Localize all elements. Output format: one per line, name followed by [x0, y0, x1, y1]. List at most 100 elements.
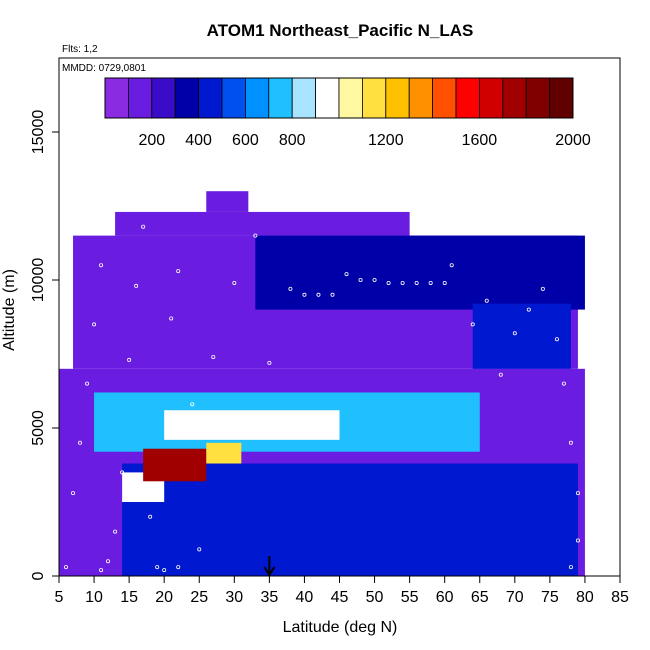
track-point-7	[120, 470, 125, 475]
arrow-down-icon	[263, 556, 276, 577]
flight-track-points	[64, 224, 580, 573]
x-tick-label: 15	[120, 589, 138, 606]
x-tick-label: 5	[55, 589, 64, 606]
track-point-3	[92, 322, 97, 327]
colorbar-segment-11	[361, 77, 387, 119]
track-point-19	[253, 233, 258, 238]
track-point-4	[99, 263, 104, 268]
track-point-43	[575, 491, 580, 496]
track-point-41	[561, 381, 566, 386]
colorbar-segment-7	[268, 77, 293, 119]
track-point-12	[155, 565, 160, 570]
track-point-8	[127, 357, 132, 362]
x-tick-label: 75	[541, 589, 559, 606]
track-point-13	[169, 316, 174, 321]
track-point-37	[512, 331, 517, 336]
track-point-46	[64, 565, 69, 570]
colorbar-segment-18	[525, 77, 551, 119]
x-axis-label: Latitude (deg N)	[283, 619, 398, 636]
heatmap-cell-8	[164, 410, 340, 440]
heatmap-cell-11	[206, 442, 242, 464]
track-point-44	[575, 538, 580, 543]
heatmap-cells	[59, 191, 585, 576]
x-tick-label: 70	[506, 589, 524, 606]
track-point-24	[330, 292, 335, 297]
x-tick-label: 45	[331, 589, 349, 606]
x-tick-label: 25	[190, 589, 208, 606]
colorbar-segment-9	[315, 77, 340, 119]
flights-label: Flts: 1,2	[62, 44, 98, 55]
track-point-17	[211, 354, 216, 359]
y-tick-label: 0	[30, 571, 47, 580]
track-point-18	[232, 280, 237, 285]
colorbar-segment-5	[221, 77, 246, 119]
colorbar-tick-label: 800	[279, 132, 306, 149]
y-tick-label: 5000	[30, 410, 47, 446]
colorbar-tick-label: 2000	[555, 132, 591, 149]
track-point-22	[302, 292, 307, 297]
chart-title: ATOM1 Northeast_Pacific N_LAS	[207, 21, 474, 40]
colorbar	[104, 77, 574, 119]
colorbar-segment-0	[104, 77, 129, 119]
track-point-36	[498, 372, 503, 377]
track-point-0	[71, 491, 76, 496]
track-point-34	[470, 322, 475, 327]
track-point-35	[484, 298, 489, 303]
x-tick-label: 55	[401, 589, 419, 606]
plot-area	[59, 191, 585, 576]
track-point-42	[568, 440, 573, 445]
colorbar-segment-13	[408, 77, 434, 119]
colorbar-tick-label: 400	[185, 132, 212, 149]
y-axis: 0 5000 10000 15000	[30, 110, 60, 580]
track-point-16	[197, 547, 202, 552]
track-point-47	[99, 568, 104, 573]
track-point-38	[526, 307, 531, 312]
track-point-30	[414, 280, 419, 285]
track-point-15	[190, 402, 195, 407]
track-point-31	[428, 280, 433, 285]
track-point-28	[386, 280, 391, 285]
colorbar-segment-10	[338, 77, 363, 119]
colorbar-tick-label: 1200	[368, 132, 404, 149]
heatmap-cell-10	[143, 448, 207, 482]
track-point-45	[568, 565, 573, 570]
track-point-26	[358, 277, 363, 282]
colorbar-tick-label: 200	[138, 132, 165, 149]
x-tick-label: 20	[155, 589, 173, 606]
heatmap-cell-4	[255, 235, 585, 310]
x-axis: 5 10 15 20 25 30 35 40 45 50 55 60 65 70 75 80 85	[55, 575, 629, 606]
track-point-1	[78, 440, 83, 445]
track-point-49	[176, 565, 181, 570]
colorbar-segment-3	[174, 77, 199, 119]
track-point-14	[176, 269, 181, 274]
track-point-27	[372, 277, 377, 282]
colorbar-segment-14	[432, 77, 457, 119]
track-point-48	[162, 568, 167, 573]
heatmap-cell-5	[472, 303, 571, 369]
x-tick-label: 50	[366, 589, 384, 606]
x-tick-label: 30	[225, 589, 243, 606]
track-point-6	[113, 529, 118, 534]
colorbar-segment-12	[385, 77, 410, 119]
track-point-21	[288, 286, 293, 291]
track-point-23	[316, 292, 321, 297]
x-tick-label: 85	[611, 589, 629, 606]
track-point-5	[106, 559, 111, 564]
colorbar-segment-8	[291, 77, 317, 119]
colorbar-segment-15	[455, 77, 480, 119]
colorbar-segment-17	[502, 77, 527, 119]
track-point-40	[554, 337, 559, 342]
colorbar-labels: 200 400 600 800 1200 1600 2000	[138, 132, 590, 149]
y-tick-label: 15000	[30, 110, 47, 155]
heatmap-cell-2	[115, 211, 410, 236]
track-point-32	[442, 280, 447, 285]
colorbar-segment-4	[198, 77, 223, 119]
x-tick-label: 65	[471, 589, 489, 606]
colorbar-segment-6	[244, 77, 270, 119]
y-axis-label: Altitude (m)	[1, 269, 18, 351]
colorbar-border	[104, 77, 574, 119]
track-point-20	[267, 360, 272, 365]
colorbar-segment-2	[151, 77, 176, 119]
track-point-25	[344, 272, 349, 277]
